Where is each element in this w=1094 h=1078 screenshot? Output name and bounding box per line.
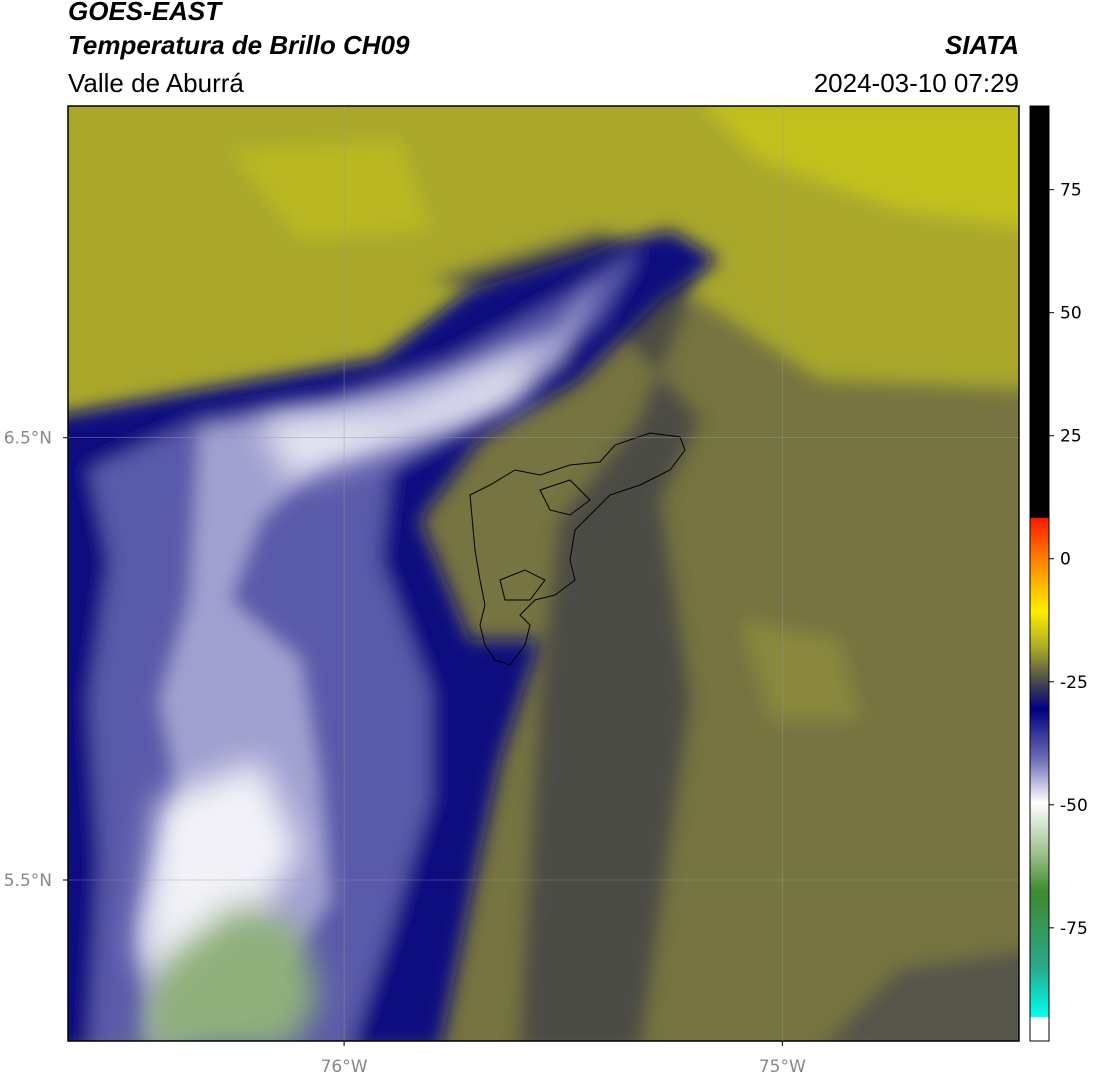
subtitle: Temperatura de Brillo CH09 xyxy=(68,30,410,60)
satellite-image xyxy=(68,106,1019,1041)
region: Valle de Aburrá xyxy=(68,68,244,98)
x-tick-label: 75°W xyxy=(759,1057,806,1077)
y-tick-label: 6.5°N xyxy=(4,429,52,449)
colorbar-tick-label: 0 xyxy=(1060,550,1071,570)
map-frame xyxy=(67,105,1020,1042)
datetime: 2024-03-10 07:29 xyxy=(814,68,1019,98)
y-tick-label: 5.5°N xyxy=(4,871,52,891)
colorbar xyxy=(1029,105,1050,1042)
colorbar-tick-label: 50 xyxy=(1060,304,1082,324)
colorbar-tick-label: 25 xyxy=(1060,427,1082,447)
colorbar-tick-label: -25 xyxy=(1060,673,1088,693)
title: GOES-EAST xyxy=(68,0,223,26)
x-tick-label: 76°W xyxy=(321,1057,368,1077)
source: SIATA xyxy=(945,30,1019,60)
colorbar-tick-label: 75 xyxy=(1060,181,1082,201)
colorbar-tick-label: -75 xyxy=(1060,919,1088,939)
basin-outline xyxy=(469,432,686,666)
colorbar-tick-label: -50 xyxy=(1060,796,1088,816)
